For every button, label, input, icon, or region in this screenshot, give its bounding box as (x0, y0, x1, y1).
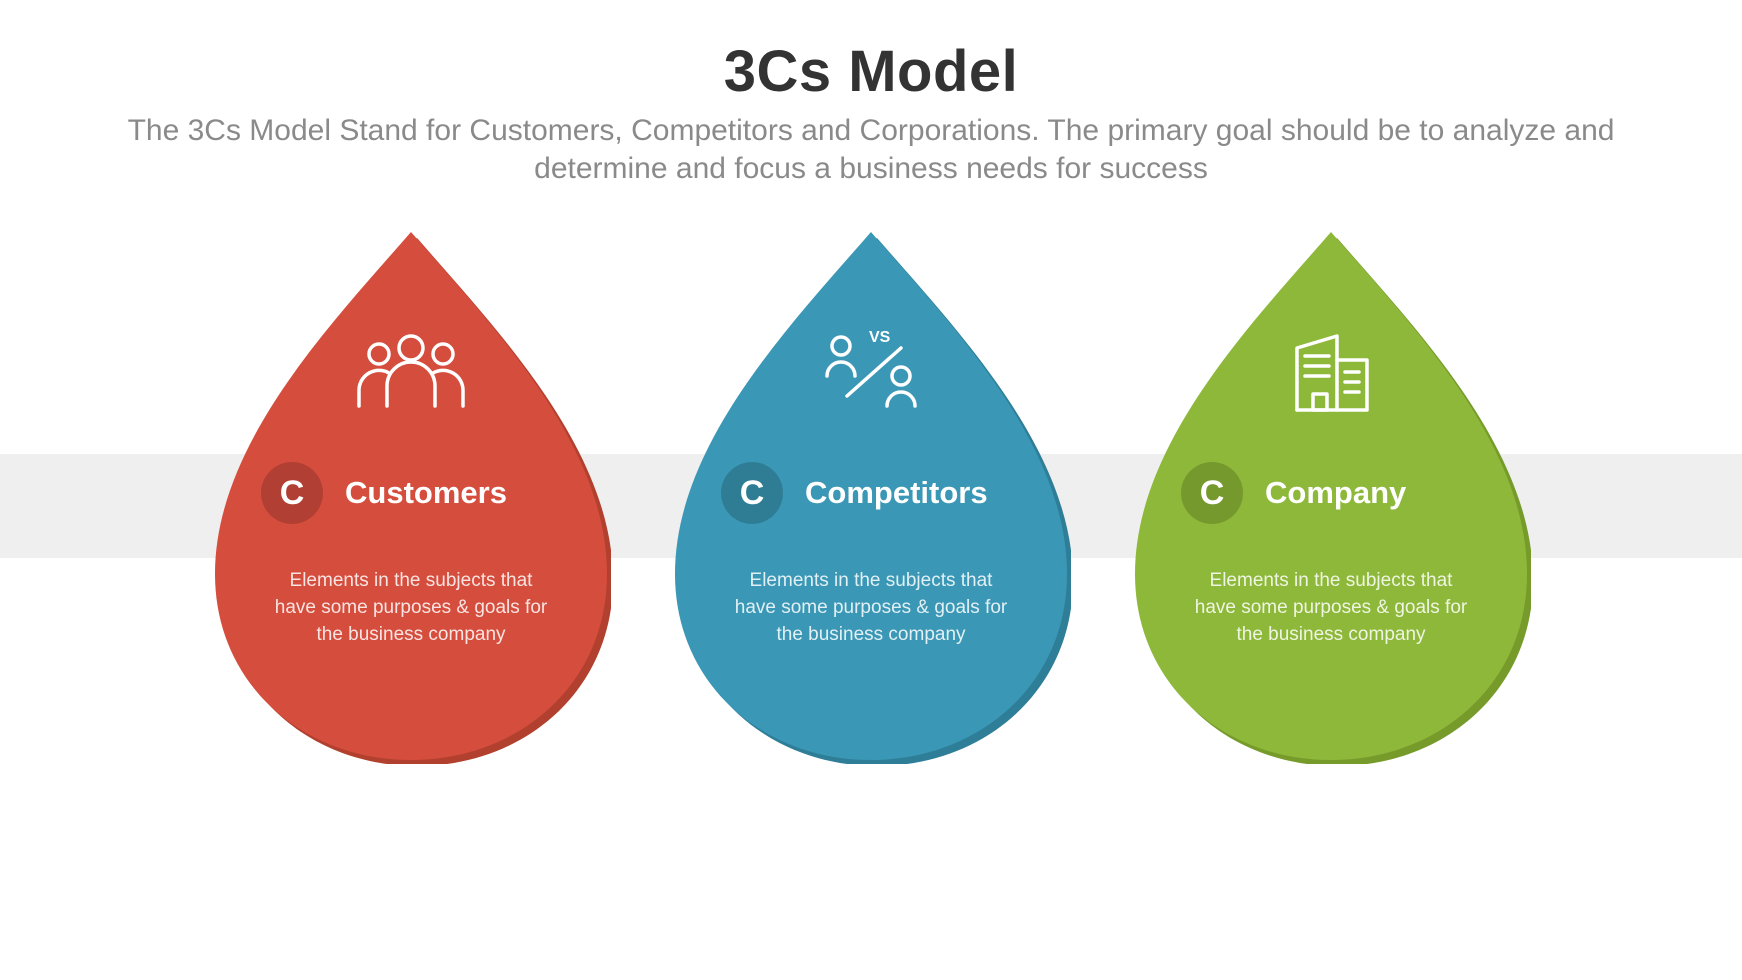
c-letter: C (740, 474, 765, 513)
c-badge: C (1181, 462, 1243, 524)
group-icon (351, 326, 471, 416)
drop-title-text: Company (1265, 475, 1406, 511)
drop-desc-text: Elements in the subjects that have some … (1191, 568, 1471, 649)
infographic-canvas: 3Cs Model The 3Cs Model Stand for Custom… (0, 0, 1742, 980)
drop-title-text: Customers (345, 475, 507, 511)
drop-content: C Customers Elements in the subjects tha… (211, 224, 611, 764)
c-letter: C (1200, 474, 1225, 513)
page-subtitle: The 3Cs Model Stand for Customers, Compe… (120, 112, 1622, 187)
c-badge: C (261, 462, 323, 524)
versus-icon: VS (811, 326, 931, 416)
drop-desc-text: Elements in the subjects that have some … (271, 568, 551, 649)
c-badge: C (721, 462, 783, 524)
drop-content: VS C Competitors Elements in the subject… (671, 224, 1071, 764)
drop-title-text: Competitors (805, 475, 988, 511)
drop-company: C Company Elements in the subjects that … (1131, 224, 1531, 764)
drop-label-row: C Company (1181, 462, 1511, 524)
drop-label-row: C Customers (261, 462, 591, 524)
c-letter: C (280, 474, 305, 513)
drop-desc-text: Elements in the subjects that have some … (731, 568, 1011, 649)
drop-competitors: VS C Competitors Elements in the subject… (671, 224, 1071, 764)
page-title: 3Cs Model (0, 38, 1742, 105)
drop-label-row: C Competitors (721, 462, 1051, 524)
drop-customers: C Customers Elements in the subjects tha… (211, 224, 611, 764)
drop-content: C Company Elements in the subjects that … (1131, 224, 1531, 764)
building-icon (1271, 326, 1391, 416)
drops-row: C Customers Elements in the subjects tha… (0, 224, 1742, 784)
svg-text:VS: VS (869, 329, 891, 346)
